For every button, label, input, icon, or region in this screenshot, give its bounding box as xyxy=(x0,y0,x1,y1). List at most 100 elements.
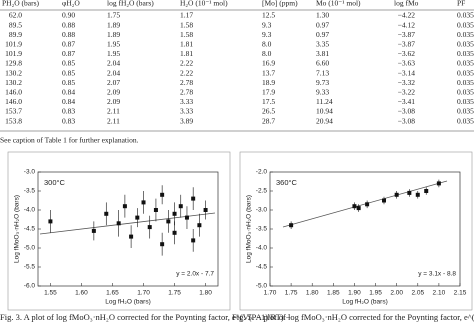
data-point xyxy=(129,234,134,239)
data-point xyxy=(48,219,53,224)
table-cell: −3.41 xyxy=(398,97,416,106)
table-cell: 129.8 xyxy=(5,59,22,68)
table-note: See caption of Table 1 for further expla… xyxy=(0,136,139,145)
y-tick-label: -2.0 xyxy=(256,169,268,176)
fit-line xyxy=(282,180,448,228)
table-cell: 26.5 xyxy=(262,107,275,116)
table-cell: 0.035 xyxy=(457,97,474,106)
x-axis-label: Log fH₂O (bars) xyxy=(105,299,151,306)
data-point xyxy=(166,219,171,224)
table-cell: 2.04 xyxy=(107,59,120,68)
data-point xyxy=(356,206,361,211)
table-cell: 0.88 xyxy=(62,30,75,39)
table-cell: 9.73 xyxy=(316,78,329,87)
figure-label: 300°C xyxy=(44,178,66,187)
table-cell: 101.9 xyxy=(5,49,22,58)
table-cell: 0.97 xyxy=(316,20,329,29)
table-cell: 0.87 xyxy=(62,49,75,58)
data-point xyxy=(91,228,96,233)
table-cell: 2.78 xyxy=(180,78,193,87)
figure-frame xyxy=(7,151,231,311)
fit-equation: y = 3.1x - 8.8 xyxy=(418,271,456,278)
table-cell: 1.95 xyxy=(107,49,120,58)
table-cell: 2.04 xyxy=(107,68,120,77)
table-cell: 2.09 xyxy=(107,88,120,97)
table-cell: 0.035 xyxy=(457,116,474,125)
data-point xyxy=(104,211,109,216)
table-cell: 0.035 xyxy=(457,11,474,20)
table-cell: −3.63 xyxy=(398,59,416,68)
x-tick-label: 1.85 xyxy=(327,290,340,297)
data-point xyxy=(191,196,196,201)
data-point xyxy=(424,189,429,193)
table-cell: 10.94 xyxy=(316,107,333,116)
data-point xyxy=(203,208,208,212)
x-tick-label: 1.90 xyxy=(348,290,361,297)
table-cell: 2.09 xyxy=(107,97,120,106)
table-cell: 28.7 xyxy=(262,116,275,125)
figure: 1.70 1.75 1.80 1.85 1.90 1.95 2.00 2.05 2.10 2.15… xyxy=(232,169,474,322)
table-cell: 2.11 xyxy=(107,107,120,116)
y-tick-label: -3.0 xyxy=(256,207,268,214)
table-cell: 0.85 xyxy=(62,68,75,77)
y-tick-label: -5.0 xyxy=(24,245,36,252)
data-point xyxy=(116,221,121,226)
x-tick-label: 1.75 xyxy=(285,290,298,297)
table-cell: 6.60 xyxy=(316,59,329,68)
table-cell: 1.75 xyxy=(107,11,120,20)
data-point xyxy=(352,204,357,209)
table-cell: 17.5 xyxy=(262,97,275,106)
table-cell: 0.90 xyxy=(62,11,75,20)
table-cell: 0.85 xyxy=(62,78,75,87)
y-tick-label: -4.0 xyxy=(256,245,268,252)
table-cell: 2.07 xyxy=(107,78,120,87)
y-tick-label: -3.0 xyxy=(24,169,36,176)
column-header: PF xyxy=(457,0,465,8)
table-cell: 62.0 xyxy=(9,11,22,20)
y-tick-label: -3.5 xyxy=(256,226,268,233)
x-tick-label: 1.60 xyxy=(75,290,88,297)
y-tick-label: -4.5 xyxy=(24,226,36,233)
plot-area xyxy=(269,171,461,287)
y-tick-label: -4.0 xyxy=(24,207,36,214)
table-cell: 0.83 xyxy=(62,107,75,116)
data-point xyxy=(436,181,441,186)
y-tick-label: -6.0 xyxy=(24,283,36,290)
x-tick-label: 1.55 xyxy=(44,290,57,297)
figure-caption: Fig. 5. A plot of log fMoO₃·nH₂O correct… xyxy=(232,312,474,322)
table-cell: 0.97 xyxy=(316,30,329,39)
table-cell: −3.08 xyxy=(398,107,416,116)
table-cell: 0.035 xyxy=(457,78,474,87)
table-cell: 0.035 xyxy=(457,59,474,68)
data-point xyxy=(172,211,177,216)
table-cell: 1.81 xyxy=(180,40,193,49)
table-cell: −3.32 xyxy=(398,78,416,87)
data-point xyxy=(407,190,412,195)
x-tick-label: 2.15 xyxy=(454,290,467,297)
table-cell: 8.0 xyxy=(262,49,272,58)
table-cell: −4.12 xyxy=(398,20,416,29)
data-point xyxy=(147,225,152,230)
column-header: log fH₂O (bars) xyxy=(107,0,154,8)
table-cell: 3.33 xyxy=(180,107,193,116)
data-point xyxy=(172,230,177,235)
data-point xyxy=(415,192,420,197)
table-cell: 146.0 xyxy=(5,88,22,97)
table-cell: −4.22 xyxy=(398,11,416,20)
y-axis-label: Log fMoO₃·nH₂O (bars) xyxy=(14,195,21,263)
table-cell: 1.58 xyxy=(180,20,193,29)
data-point xyxy=(184,215,189,220)
table-cell: 153.7 xyxy=(5,107,22,116)
table-cell: 0.035 xyxy=(457,88,474,97)
table-cell: 0.035 xyxy=(457,49,474,58)
y-tick-label: -5.5 xyxy=(24,264,36,271)
data-point xyxy=(197,223,202,228)
table-cell: 7.13 xyxy=(316,68,329,77)
table-cell: 1.89 xyxy=(107,20,120,29)
table-cell: −3.87 xyxy=(398,40,416,49)
table-cell: −3.14 xyxy=(398,68,416,77)
table-cell: 1.17 xyxy=(180,11,193,20)
data-point xyxy=(394,192,399,197)
figure-label: 360°C xyxy=(276,178,298,187)
x-tick-label: 1.80 xyxy=(306,290,319,297)
